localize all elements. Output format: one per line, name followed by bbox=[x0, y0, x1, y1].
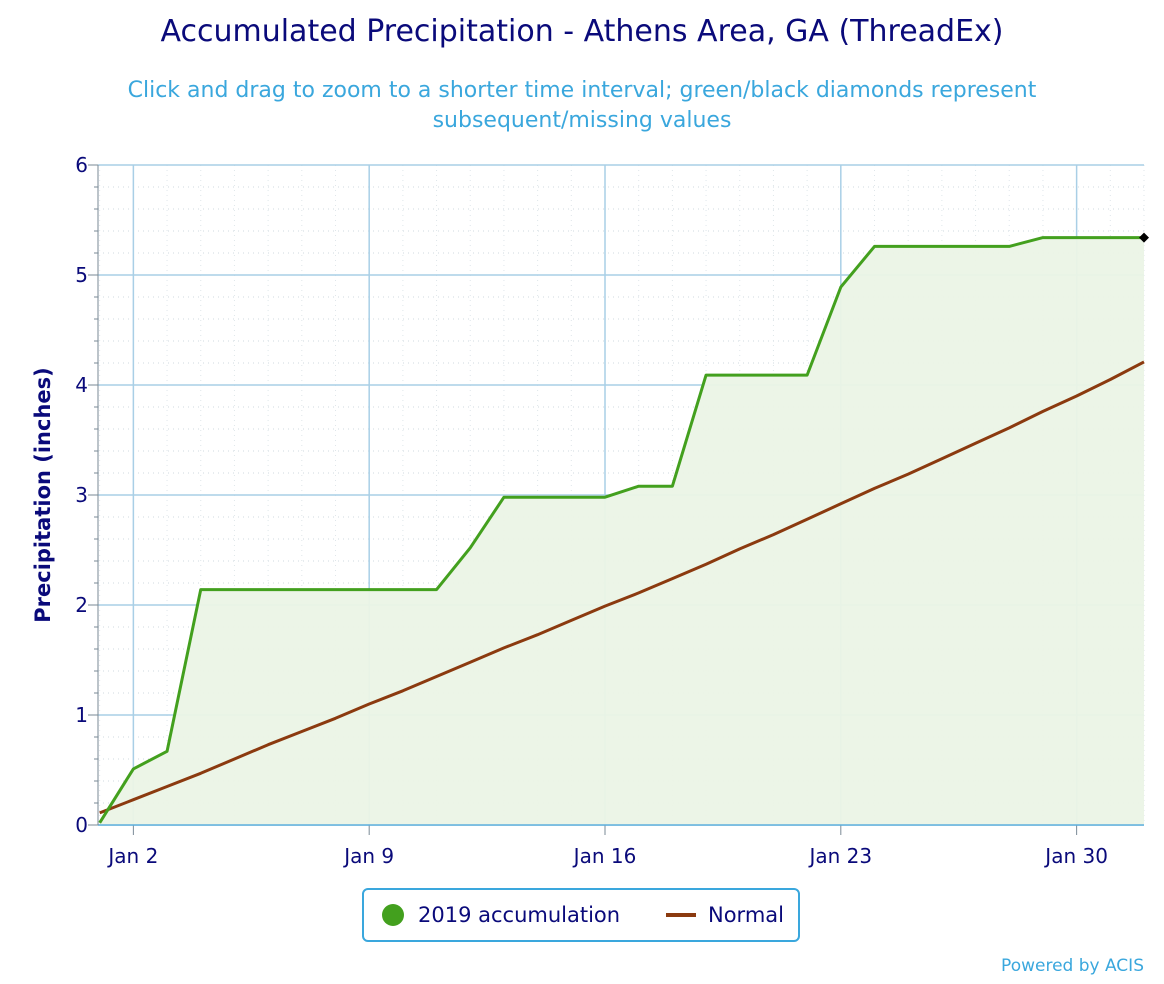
normal-point bbox=[130, 797, 136, 803]
accumulation-point bbox=[400, 587, 406, 593]
chart-title: Accumulated Precipitation - Athens Area,… bbox=[160, 14, 1004, 49]
normal-point bbox=[669, 576, 675, 582]
chart-subtitle: Click and drag to zoom to a shorter time… bbox=[127, 78, 1037, 133]
accumulation-point bbox=[939, 243, 945, 249]
accumulation-point bbox=[198, 587, 204, 593]
normal-point bbox=[198, 770, 204, 776]
normal-point bbox=[1040, 408, 1046, 414]
green-circle-icon bbox=[382, 904, 404, 926]
accumulation-point bbox=[535, 494, 541, 500]
normal-point bbox=[737, 546, 743, 552]
normal-point bbox=[400, 688, 406, 694]
normal-point bbox=[703, 561, 709, 567]
normal-point bbox=[838, 501, 844, 507]
normal-point bbox=[467, 659, 473, 665]
y-tick-label: 0 bbox=[75, 813, 88, 837]
accumulation-point bbox=[871, 243, 877, 249]
normal-point bbox=[535, 632, 541, 638]
accumulation-area-fill bbox=[99, 237, 1145, 826]
accumulation-point bbox=[905, 243, 911, 249]
normal-point bbox=[1107, 377, 1113, 383]
normal-point bbox=[804, 516, 810, 522]
x-tick-label: Jan 9 bbox=[342, 844, 394, 868]
accumulation-point bbox=[366, 587, 372, 593]
accumulation-point bbox=[838, 284, 844, 290]
x-tick-label: Jan 23 bbox=[807, 844, 872, 868]
normal-point bbox=[366, 701, 372, 707]
accumulation-point bbox=[568, 494, 574, 500]
accumulation-point bbox=[299, 587, 305, 593]
brown-line-icon bbox=[666, 913, 696, 917]
normal-point bbox=[770, 532, 776, 538]
y-tick-label: 2 bbox=[75, 593, 88, 617]
accumulation-point bbox=[737, 372, 743, 378]
normal-point bbox=[265, 742, 271, 748]
normal-point bbox=[164, 784, 170, 790]
accumulation-point bbox=[1040, 235, 1046, 241]
accumulation-point bbox=[1107, 235, 1113, 241]
x-tick-label: Jan 2 bbox=[106, 844, 158, 868]
normal-point bbox=[434, 674, 440, 680]
normal-point bbox=[231, 756, 237, 762]
accumulation-point bbox=[973, 243, 979, 249]
y-tick-label: 4 bbox=[75, 373, 88, 397]
normal-point bbox=[568, 617, 574, 623]
normal-point bbox=[973, 440, 979, 446]
normal-point bbox=[905, 471, 911, 477]
normal-point bbox=[602, 603, 608, 609]
y-tick-label: 1 bbox=[75, 703, 88, 727]
x-tick-label: Jan 16 bbox=[572, 844, 637, 868]
legend-label-normal: Normal bbox=[708, 903, 784, 927]
diamond-marker bbox=[1139, 232, 1149, 243]
legend-item-normal[interactable]: Normal bbox=[666, 890, 784, 940]
legend-item-accumulation[interactable]: 2019 accumulation bbox=[382, 890, 620, 940]
accumulation-point bbox=[602, 494, 608, 500]
normal-point bbox=[1141, 359, 1147, 365]
accumulation-point bbox=[636, 483, 642, 489]
y-tick-label: 3 bbox=[75, 483, 88, 507]
series-markers bbox=[130, 232, 1149, 803]
accumulation-point bbox=[130, 766, 136, 772]
y-tick-label: 6 bbox=[75, 153, 88, 177]
accumulation-point bbox=[467, 545, 473, 551]
accumulation-point bbox=[669, 483, 675, 489]
credits-link[interactable]: Powered by ACIS bbox=[1001, 956, 1144, 976]
y-tick-label: 5 bbox=[75, 263, 88, 287]
legend-label-accumulation: 2019 accumulation bbox=[418, 903, 621, 927]
accumulation-point bbox=[1074, 235, 1080, 241]
accumulation-point bbox=[501, 494, 507, 500]
accumulation-point bbox=[332, 587, 338, 593]
accumulation-point bbox=[770, 372, 776, 378]
accumulation-point bbox=[703, 372, 709, 378]
accumulation-point bbox=[434, 587, 440, 593]
accumulation-point bbox=[164, 748, 170, 754]
accumulation-area bbox=[99, 237, 1145, 826]
normal-point bbox=[939, 456, 945, 462]
y-axis-title: Precipitation (inches) bbox=[31, 367, 55, 623]
normal-point bbox=[501, 645, 507, 651]
accumulation-point bbox=[1006, 243, 1012, 249]
accumulation-point bbox=[265, 587, 271, 593]
x-tick-label: Jan 30 bbox=[1043, 844, 1108, 868]
normal-point bbox=[1006, 425, 1012, 431]
normal-series-line bbox=[99, 360, 1145, 815]
normal-point bbox=[299, 729, 305, 735]
accumulation-point bbox=[231, 587, 237, 593]
normal-point bbox=[1074, 393, 1080, 399]
legend: 2019 accumulation Normal bbox=[362, 888, 800, 942]
normal-point bbox=[332, 715, 338, 721]
accumulation-series-line bbox=[98, 236, 1144, 824]
accumulation-point bbox=[804, 372, 810, 378]
series-lines bbox=[98, 236, 1145, 824]
normal-point bbox=[636, 590, 642, 596]
normal-point bbox=[871, 485, 877, 491]
axes: 0 1 2 3 4 5 6 Jan 2 Jan 9 Jan 16 Jan 23 Jan 30 bbox=[75, 153, 1144, 868]
